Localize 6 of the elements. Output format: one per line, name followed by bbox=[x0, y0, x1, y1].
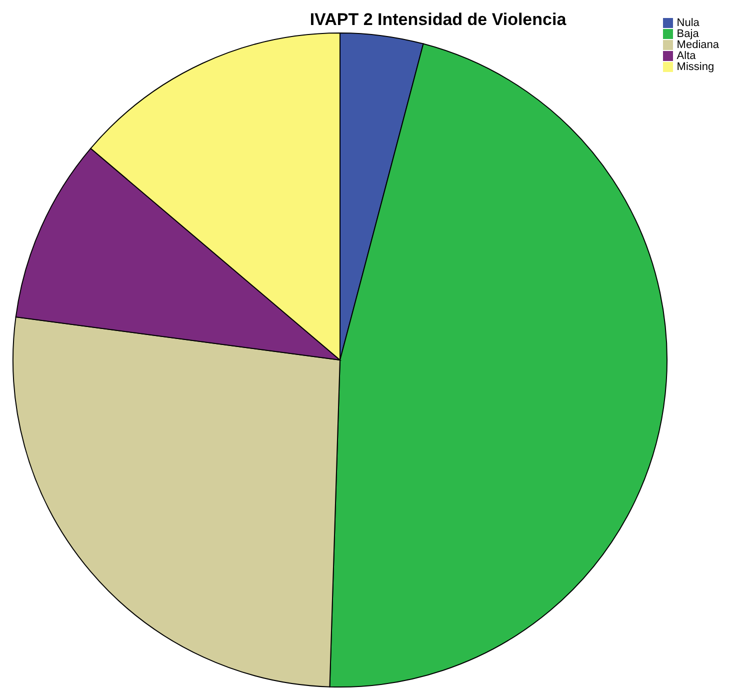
legend-label: Alta bbox=[676, 50, 696, 62]
legend-label: Missing bbox=[676, 61, 714, 73]
legend-label: Baja bbox=[676, 28, 699, 40]
legend-label: Mediana bbox=[676, 39, 719, 51]
legend-label: Nula bbox=[676, 17, 700, 29]
chart-title: IVAPT 2 Intensidad de Violencia bbox=[308, 10, 568, 30]
